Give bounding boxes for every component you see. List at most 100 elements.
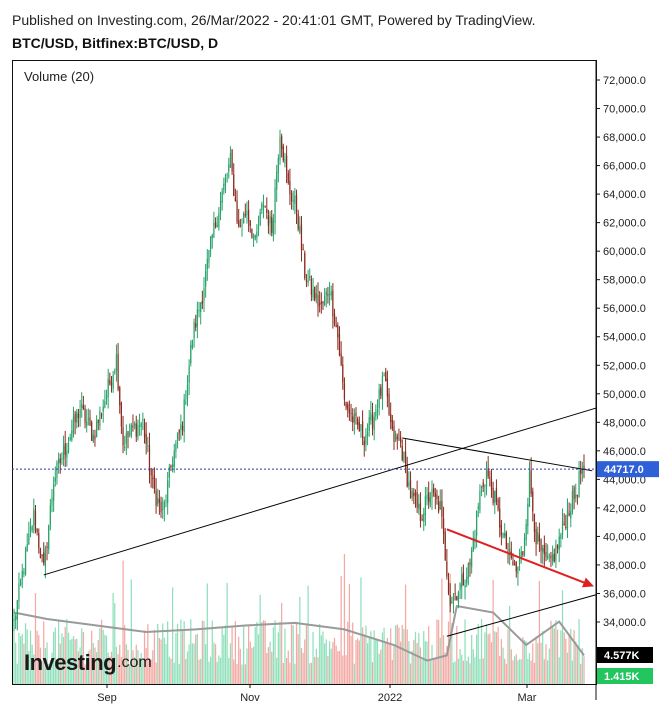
volume-bar xyxy=(188,644,190,684)
candle-body xyxy=(99,411,101,426)
volume-bar xyxy=(342,655,344,684)
volume-bar xyxy=(490,642,493,684)
volume-bar xyxy=(211,620,213,684)
candle-body xyxy=(122,427,124,446)
volume-bar xyxy=(191,643,194,684)
candle-body xyxy=(145,433,147,444)
candle-body xyxy=(424,496,427,515)
candle-body xyxy=(135,423,137,437)
candle-body xyxy=(95,422,98,438)
volume-bar xyxy=(459,649,461,684)
volume-bar xyxy=(523,639,526,684)
candle-body xyxy=(547,556,549,559)
volume-bar xyxy=(307,585,309,684)
candle-body xyxy=(102,406,104,412)
trendlines xyxy=(43,407,597,637)
volume-bar xyxy=(409,663,412,684)
candle-body xyxy=(325,291,327,296)
volume-bar xyxy=(551,625,554,684)
candle-body xyxy=(391,420,393,429)
candle-body xyxy=(19,580,22,586)
volume-bar xyxy=(132,650,134,684)
volume-bar xyxy=(178,663,180,684)
chart-labels: 44717.0 4.577K 1.415K Volume (20) xyxy=(12,69,659,684)
volume-bar xyxy=(411,650,413,684)
candle-body xyxy=(573,487,575,500)
volume-bar xyxy=(206,583,208,684)
candle-body xyxy=(489,477,491,479)
volume-bar xyxy=(429,660,431,684)
volume-bar xyxy=(218,655,220,684)
volume-bar xyxy=(413,639,415,684)
volume-bar xyxy=(416,643,418,684)
candle-body xyxy=(105,395,108,400)
candle-body xyxy=(77,414,80,418)
volume-bar xyxy=(449,573,451,684)
y-tick-label: 40,000.0 xyxy=(603,531,646,543)
volume-bar xyxy=(361,627,364,684)
candle-body xyxy=(97,419,99,423)
volume-bar xyxy=(56,659,58,684)
chart-area[interactable]: 72,000.0 70,000.0 68,000.0 66,000.0 64,000.0… xyxy=(12,60,663,714)
volume-bar xyxy=(290,624,293,684)
volume-bar xyxy=(368,638,370,684)
candle-body xyxy=(570,511,572,519)
candle-body xyxy=(188,366,190,383)
volume-bar xyxy=(437,619,440,684)
volume-bar xyxy=(472,649,474,684)
candle-body xyxy=(337,325,339,338)
x-tick-label: 2022 xyxy=(378,692,402,704)
volume-bar xyxy=(145,647,147,684)
candle-body xyxy=(124,446,126,448)
volume-bar xyxy=(502,647,504,684)
volume-bar xyxy=(352,622,354,684)
volume-bar xyxy=(513,656,516,684)
candle-body xyxy=(285,155,288,172)
volume-bar xyxy=(165,643,167,684)
volume-bar xyxy=(127,649,129,684)
candle-body xyxy=(186,384,189,400)
candle-body xyxy=(553,553,555,562)
volume-bar xyxy=(433,659,435,684)
volume-bar xyxy=(444,652,446,684)
candle-body xyxy=(504,533,506,537)
candle-body xyxy=(433,488,435,493)
volume-bar xyxy=(208,661,210,684)
candle-body xyxy=(142,419,144,421)
logo-suffix-text: .com xyxy=(117,654,152,671)
volume-bar xyxy=(71,638,73,684)
candle-body xyxy=(271,217,273,233)
volume-bar xyxy=(140,653,142,684)
candle-body xyxy=(162,508,164,510)
volume-bar xyxy=(295,621,298,684)
volume-bar xyxy=(583,656,585,684)
candle-body xyxy=(13,618,15,622)
volume-bar xyxy=(292,625,294,684)
candle-body xyxy=(358,422,360,432)
volume-bar xyxy=(176,623,179,684)
candle-body xyxy=(196,309,199,327)
volume-bar xyxy=(353,663,355,684)
candle-body xyxy=(348,409,351,413)
candle-body xyxy=(180,424,182,430)
candle-body xyxy=(566,509,569,529)
candle-body xyxy=(523,537,526,556)
candle-body xyxy=(228,164,230,172)
candle-body xyxy=(239,226,241,228)
candle-body xyxy=(535,529,537,545)
volume-bar xyxy=(515,654,517,684)
candle-body xyxy=(543,544,545,554)
volume-bar xyxy=(256,622,258,684)
volume-bar xyxy=(466,660,468,684)
volume-bar xyxy=(373,630,375,684)
candle-body xyxy=(447,579,450,594)
last-price-value: 44717.0 xyxy=(604,464,644,476)
volume-bar xyxy=(168,656,170,684)
candle-body xyxy=(173,450,175,468)
volume-bar xyxy=(247,624,250,684)
candle-body xyxy=(571,490,574,513)
volume-bar xyxy=(231,626,233,684)
price-chart[interactable]: 72,000.0 70,000.0 68,000.0 66,000.0 64,000.0… xyxy=(12,60,663,714)
x-tick-label: Mar xyxy=(518,692,537,704)
candle-body xyxy=(233,174,235,197)
